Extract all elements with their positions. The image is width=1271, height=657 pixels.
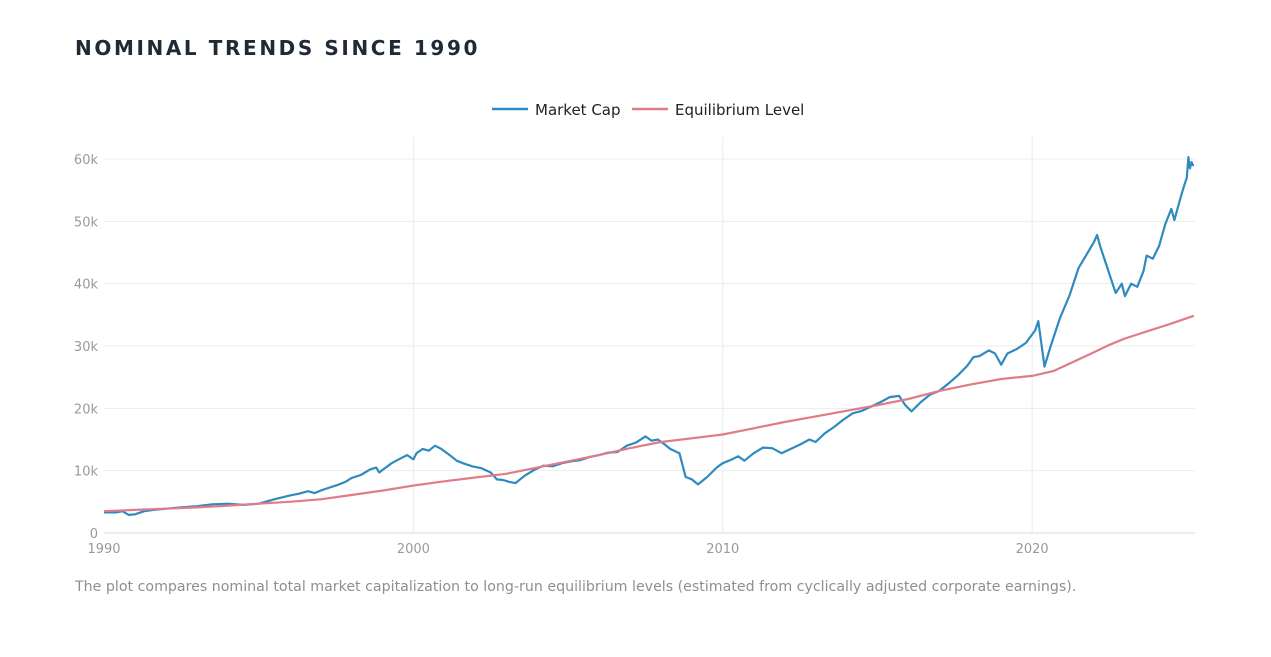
chart: 0 10k 20k 30k 40k 50k 60k 1990 2000 2010 2020 Mark… [74, 101, 1195, 557]
legend: Market Cap Equilibrium Level [492, 101, 804, 119]
y-tick-label: 60k [74, 153, 99, 168]
legend-label-market-cap: Market Cap [535, 101, 621, 119]
series-layer [104, 156, 1195, 516]
y-tick-label: 30k [74, 340, 99, 355]
series-line-equilibrium-level [104, 315, 1195, 513]
chart-caption: The plot compares nominal total market c… [75, 579, 1077, 595]
y-tick-label: 20k [74, 402, 99, 417]
grid-layer [104, 137, 1195, 533]
x-tick-label: 2020 [1016, 542, 1049, 557]
axis-layer: 0 10k 20k 30k 40k 50k 60k 1990 2000 2010 2020 [74, 153, 1195, 557]
y-tick-label: 10k [74, 465, 99, 480]
x-tick-label: 1990 [87, 542, 120, 557]
legend-label-equilibrium-level: Equilibrium Level [675, 101, 804, 119]
y-tick-label: 40k [74, 278, 99, 293]
x-tick-label: 2000 [397, 542, 430, 557]
y-tick-label: 50k [74, 215, 99, 230]
page-title: NOMINAL TRENDS SINCE 1990 [75, 36, 480, 60]
chart-svg: 0 10k 20k 30k 40k 50k 60k 1990 2000 2010 2020 Mark… [74, 101, 1195, 557]
x-tick-label: 2010 [706, 542, 739, 557]
y-tick-label: 0 [90, 527, 98, 542]
series-line-market-cap [104, 156, 1195, 516]
